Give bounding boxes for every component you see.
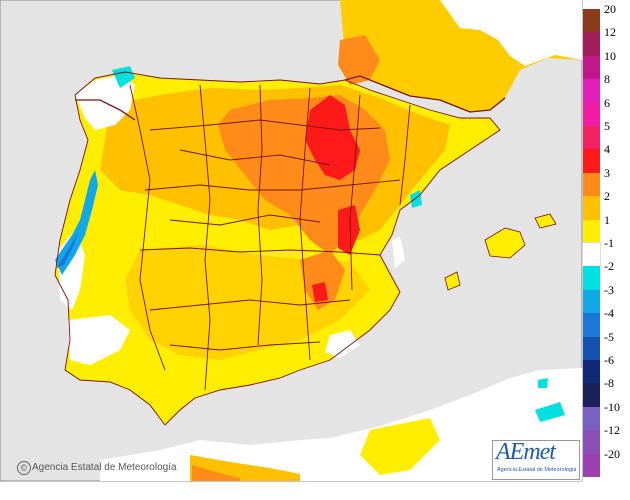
africa-cyan-patch <box>535 402 565 422</box>
credit-text: Agencia Estatal de Meteorología <box>32 462 177 473</box>
legend-item: -6 <box>583 353 630 384</box>
white-zone-valencia <box>392 236 405 268</box>
legend-swatch <box>583 313 600 337</box>
france-white-area <box>440 0 582 66</box>
legend-item: 1 <box>583 213 630 243</box>
logo-subtitle: Agencia Estatal de Meteorología <box>497 467 577 473</box>
legend-swatch <box>583 383 600 407</box>
legend-label: 6 <box>604 95 610 110</box>
africa-yellow-east <box>360 418 440 475</box>
legend-label: 12 <box>604 25 616 40</box>
legend-swatch <box>582 241 601 268</box>
legend-swatch <box>583 9 600 33</box>
country-borders <box>75 75 506 121</box>
province-borders <box>54 71 501 426</box>
legend-label: 3 <box>604 165 610 180</box>
legend-item: 8 <box>583 72 630 103</box>
legend-swatch <box>583 79 600 103</box>
legend-item: -4 <box>583 306 630 337</box>
legend-label: -5 <box>604 329 614 344</box>
legend-label: -4 <box>604 306 614 321</box>
red-region-south <box>312 282 328 302</box>
legend-label: -10 <box>604 399 620 414</box>
legend-label: 20 <box>604 2 616 16</box>
legend-item: -2 <box>583 259 630 290</box>
balearic-menorca <box>534 213 557 229</box>
legend-label: -1 <box>604 236 614 250</box>
legend-swatch <box>583 149 600 173</box>
legend-item: 10 <box>583 49 630 80</box>
north-africa-landmass <box>100 368 582 481</box>
legend-item: 6 <box>583 96 630 126</box>
legend-swatch <box>583 32 600 56</box>
legend-swatch <box>583 219 600 243</box>
balearic-ibiza <box>444 271 461 291</box>
legend-item: -3 <box>583 283 630 314</box>
legend-label: -3 <box>604 282 614 297</box>
legend-swatch <box>583 336 600 360</box>
legend-label: -6 <box>604 353 614 367</box>
legend-swatch <box>583 453 600 477</box>
legend-item: 2 <box>583 189 630 220</box>
orange-region-pyrenees <box>338 35 380 85</box>
cyan-patch-galicia <box>112 66 135 88</box>
orange-region-south <box>300 250 345 310</box>
aemet-logo: AEmet Agencia Estatal de Meteorología <box>492 439 580 480</box>
legend-swatch <box>583 102 600 126</box>
cyan-patch-valencia <box>410 190 422 208</box>
legend-label: 8 <box>604 72 610 87</box>
legend-swatch <box>583 55 600 80</box>
cyan-patch-portugal <box>55 170 98 275</box>
white-zone-portugal-south <box>68 315 130 365</box>
legend-label: -8 <box>604 376 614 391</box>
legend-label: 10 <box>604 48 616 63</box>
legend-swatch <box>583 289 600 314</box>
legend-label: 1 <box>604 212 610 227</box>
legend-label: -2 <box>604 259 614 274</box>
legend-label: 4 <box>604 142 610 157</box>
africa-orange-strip <box>192 465 240 481</box>
red-region-ebro <box>305 95 360 180</box>
legend-label: -12 <box>604 423 620 438</box>
legend-item: -1 <box>582 236 630 268</box>
legend-swatch <box>583 172 600 197</box>
legend-item: 20 <box>583 2 630 33</box>
africa-cyan-patch-2 <box>538 378 548 388</box>
white-zone-andalucia <box>325 330 360 358</box>
legend-swatch <box>583 266 600 290</box>
legend-item: 3 <box>583 166 630 197</box>
legend-label: 2 <box>604 189 610 204</box>
legend-item: 4 <box>583 142 630 173</box>
red-region-iberico <box>338 205 360 255</box>
legend-label: -20 <box>604 446 620 461</box>
balearic-mallorca <box>484 227 526 259</box>
legend-item: 12 <box>583 25 630 56</box>
logo-name: AEmet <box>496 439 556 465</box>
legend-swatch <box>583 126 600 150</box>
legend-label: 5 <box>604 119 610 133</box>
legend-item: -10 <box>583 400 630 431</box>
legend-item: 5 <box>583 119 630 150</box>
color-legend: 20 12 10 8 6 5 4 3 2 1 -1 -2 -3 -4 -5 -6 -8 -10 -12 -20 <box>582 2 630 477</box>
legend-swatch <box>583 430 600 454</box>
legend-item: -5 <box>583 330 630 360</box>
legend-swatch <box>583 406 600 431</box>
legend-swatch <box>583 360 600 384</box>
legend-item: -20 <box>583 447 630 477</box>
legend-item: -12 <box>583 423 630 454</box>
legend-swatch <box>583 196 600 220</box>
copyright-icon: © <box>17 461 31 475</box>
legend-item: -8 <box>583 376 630 407</box>
